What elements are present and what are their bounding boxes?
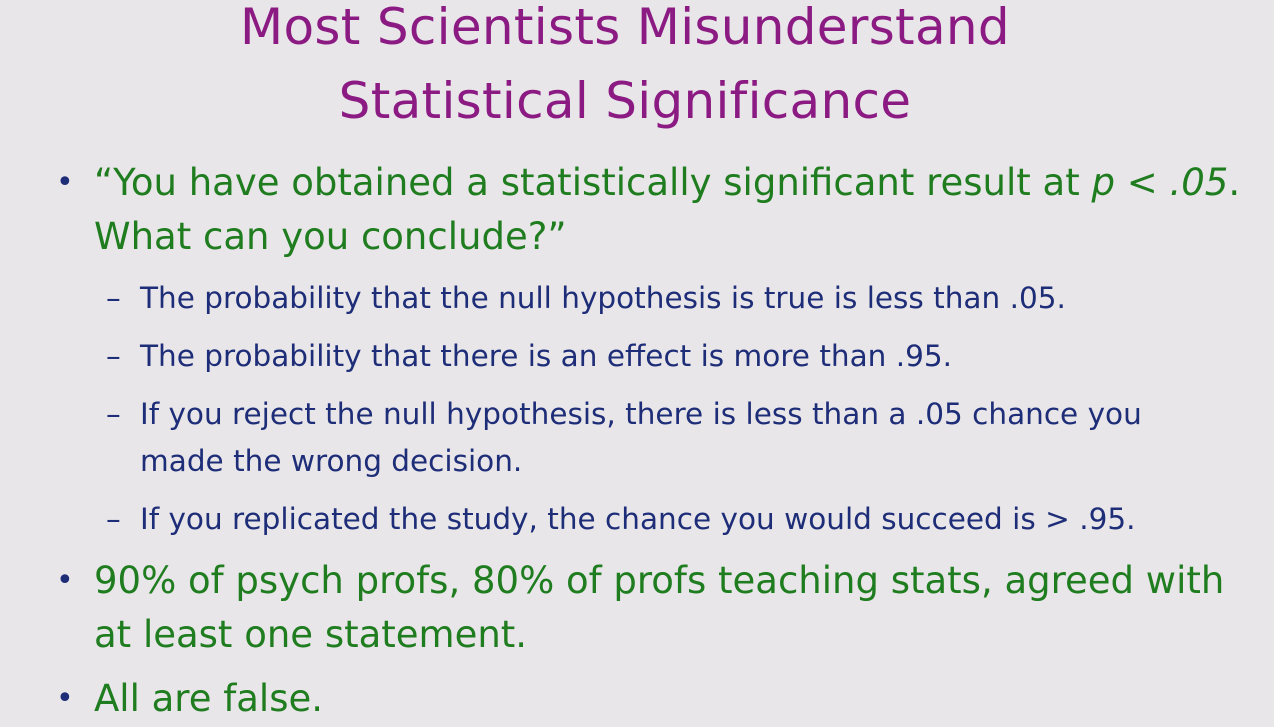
question-period: .	[1228, 161, 1241, 204]
bullet-dot: •	[56, 165, 74, 200]
sub-bullet-dash: –	[106, 339, 121, 373]
bullet-question-line-1: “You have obtained a statistically signi…	[94, 156, 1254, 210]
bullet-all-false: • All are false.	[56, 672, 1254, 726]
sub-bullet-3: – If you reject the null hypothesis, the…	[106, 391, 1260, 485]
sub-bullet-2-text: The probability that there is an effect …	[140, 339, 953, 373]
title-line-2: Statistical Significance	[338, 72, 912, 130]
bullet-survey-result: • 90% of psych profs, 80% of profs teach…	[56, 554, 1254, 662]
question-text-a: “You have obtained a statistically signi…	[94, 161, 1092, 204]
sub-bullet-4: – If you replicated the study, the chanc…	[106, 496, 1260, 543]
sub-bullet-dash: –	[106, 397, 121, 431]
bullet-question-line-2: What can you conclude?”	[94, 215, 567, 258]
question-threshold: < .05	[1114, 161, 1229, 204]
bullet-all-false-text: All are false.	[94, 677, 324, 720]
sub-bullet-1-text: The probability that the null hypothesis…	[140, 281, 1066, 315]
title-line-1: Most Scientists Misunderstand	[240, 0, 1010, 56]
p-symbol: p	[1091, 161, 1115, 204]
bullet-dot: •	[56, 681, 74, 716]
sub-bullet-3-text-line-1: If you reject the null hypothesis, there…	[140, 397, 1142, 431]
sub-bullet-4-text: If you replicated the study, the chance …	[140, 502, 1136, 536]
slide-title: Most Scientists Misunderstand Statistica…	[0, 0, 1250, 138]
bullet-survey-line-2: at least one statement.	[94, 613, 528, 656]
sub-bullet-2: – The probability that there is an effec…	[106, 333, 1260, 380]
bullet-dot: •	[56, 563, 74, 598]
bullet-question: • “You have obtained a statistically sig…	[56, 156, 1254, 264]
sub-bullet-dash: –	[106, 281, 121, 315]
sub-bullet-3-text-line-2: made the wrong decision.	[140, 444, 523, 478]
sub-bullet-dash: –	[106, 502, 121, 536]
bullet-survey-line-1: 90% of psych profs, 80% of profs teachin…	[94, 559, 1225, 602]
sub-bullet-1: – The probability that the null hypothes…	[106, 275, 1260, 322]
